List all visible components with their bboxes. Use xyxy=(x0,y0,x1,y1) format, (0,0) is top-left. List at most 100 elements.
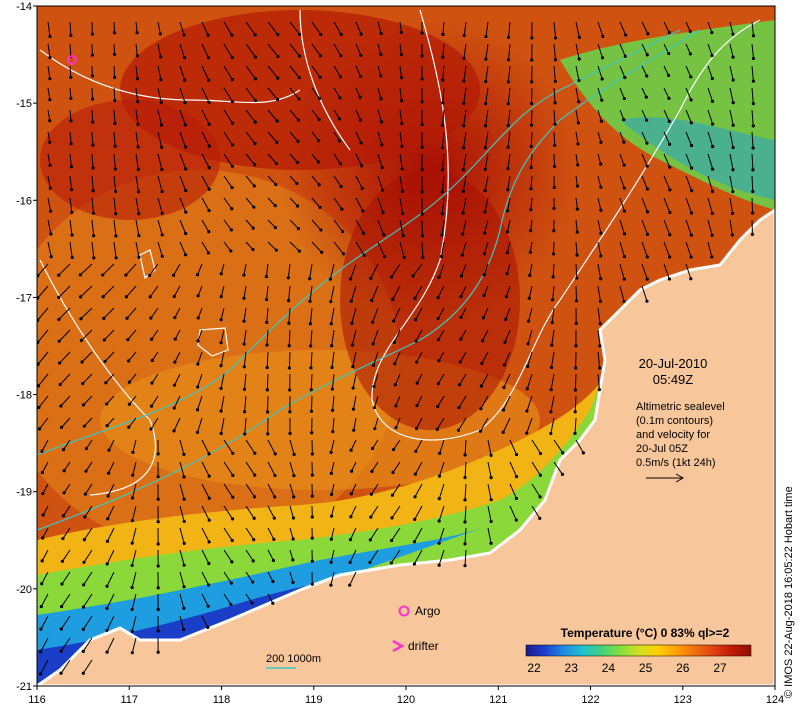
velocity-arrow xyxy=(458,417,467,431)
velocity-arrow-head xyxy=(489,498,493,502)
velocity-arrow-head xyxy=(622,96,626,101)
velocity-arrow xyxy=(553,461,563,475)
velocity-arrow xyxy=(641,43,648,56)
velocity-arrow xyxy=(619,109,625,120)
velocity-arrow-head xyxy=(253,141,257,146)
velocity-arrow-head xyxy=(538,451,543,456)
velocity-arrow-head xyxy=(622,186,626,190)
velocity-arrow xyxy=(135,153,139,170)
velocity-arrow xyxy=(619,65,626,78)
velocity-arrow xyxy=(399,109,403,124)
velocity-arrow xyxy=(507,109,511,126)
argo-legend-label: Argo xyxy=(415,604,441,618)
velocity-arrow-head xyxy=(253,451,257,455)
velocity-arrow-head xyxy=(549,388,553,392)
velocity-arrow xyxy=(311,153,319,163)
velocity-arrow-head xyxy=(91,120,95,124)
velocity-arrow-head xyxy=(288,410,292,414)
velocity-arrow-head xyxy=(114,212,118,216)
velocity-arrow xyxy=(173,263,181,276)
velocity-arrow-head xyxy=(393,362,397,366)
velocity-arrow-head xyxy=(420,54,424,58)
velocity-arrow xyxy=(484,197,489,213)
velocity-arrow-head xyxy=(575,253,579,257)
velocity-arrow xyxy=(331,373,335,390)
velocity-arrow xyxy=(201,549,210,564)
velocity-arrow-head xyxy=(39,650,43,654)
velocity-arrow xyxy=(442,65,445,81)
velocity-arrow xyxy=(40,615,49,630)
velocity-arrow xyxy=(135,241,140,258)
velocity-arrow-head xyxy=(505,230,510,234)
velocity-arrow-head xyxy=(156,520,160,524)
velocity-arrow xyxy=(197,285,203,296)
velocity-arrow-head xyxy=(463,475,467,480)
velocity-arrow xyxy=(460,285,467,297)
velocity-arrow xyxy=(245,527,255,540)
velocity-arrow xyxy=(267,527,275,540)
velocity-arrow-head xyxy=(514,518,518,522)
velocity-arrow xyxy=(350,263,357,280)
velocity-arrow-head xyxy=(242,319,246,323)
velocity-arrow xyxy=(484,175,489,191)
velocity-arrow xyxy=(131,527,137,544)
velocity-arrow-head xyxy=(206,625,210,629)
velocity-arrow-head xyxy=(156,542,160,546)
velocity-arrow-head xyxy=(623,75,627,80)
velocity-arrow xyxy=(333,241,344,255)
velocity-arrow xyxy=(288,307,291,324)
velocity-arrow xyxy=(309,307,313,324)
velocity-arrow-head xyxy=(91,143,95,147)
velocity-arrow-head xyxy=(506,145,510,149)
velocity-arrow xyxy=(69,131,72,144)
velocity-arrow xyxy=(244,395,247,412)
velocity-arrow-head xyxy=(389,275,394,279)
velocity-arrow xyxy=(223,175,233,188)
velocity-arrow-head xyxy=(295,160,300,165)
velocity-arrow xyxy=(131,637,137,653)
velocity-arrow-head xyxy=(173,337,177,341)
velocity-arrow-head xyxy=(411,274,415,278)
velocity-arrow-head xyxy=(369,492,373,496)
velocity-arrow-head xyxy=(645,164,649,168)
velocity-arrow-head xyxy=(689,121,693,125)
velocity-arrow xyxy=(377,87,382,100)
velocity-arrow xyxy=(438,329,445,340)
velocity-arrow-head xyxy=(297,75,301,80)
velocity-arrows xyxy=(37,21,756,676)
velocity-arrow xyxy=(399,65,402,78)
velocity-arrow xyxy=(58,329,71,342)
velocity-arrow-head xyxy=(526,342,530,346)
velocity-arrow-head xyxy=(463,453,467,457)
velocity-arrow-head xyxy=(599,119,603,123)
velocity-arrow-head xyxy=(371,342,375,346)
velocity-arrow-head xyxy=(599,185,603,189)
velocity-arrow xyxy=(597,241,602,257)
velocity-arrow xyxy=(105,373,115,384)
velocity-arrow-head xyxy=(60,559,65,563)
velocity-arrow xyxy=(179,483,185,500)
velocity-arrow xyxy=(266,373,269,390)
velocity-arrow xyxy=(377,197,384,213)
velocity-arrow xyxy=(707,219,713,236)
velocity-arrow-head xyxy=(182,475,186,479)
velocity-arrow xyxy=(287,263,291,278)
velocity-arrow xyxy=(244,417,247,434)
velocity-arrow-head xyxy=(48,140,52,144)
velocity-arrow-head xyxy=(105,650,109,654)
velocity-arrow-head xyxy=(645,53,649,57)
velocity-arrow-head xyxy=(460,253,464,257)
velocity-arrow xyxy=(438,351,445,361)
velocity-arrow xyxy=(38,373,49,387)
velocity-arrow xyxy=(201,527,210,543)
velocity-arrow xyxy=(128,373,137,383)
velocity-arrow xyxy=(179,505,185,522)
velocity-arrow xyxy=(333,65,341,78)
velocity-arrow-head xyxy=(230,33,234,37)
velocity-arrow xyxy=(663,131,671,145)
velocity-arrow-head xyxy=(348,583,352,587)
velocity-arrow-head xyxy=(37,405,41,410)
colorbar-tick-label: 25 xyxy=(639,661,653,675)
velocity-arrow xyxy=(374,417,379,429)
velocity-arrow xyxy=(128,417,137,428)
